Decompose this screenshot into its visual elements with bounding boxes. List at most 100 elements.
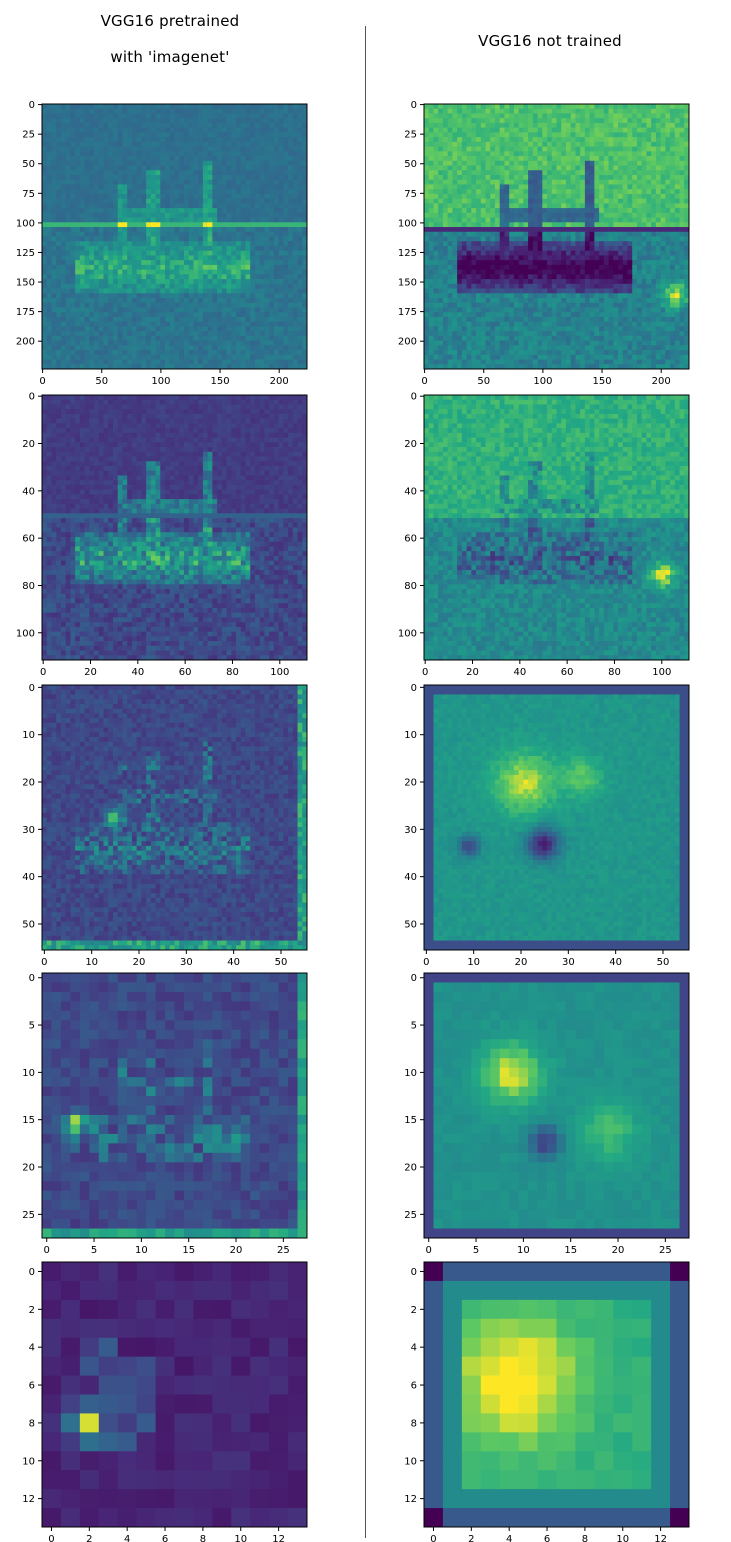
heatmap-cell (70, 199, 75, 204)
heatmap-cell (156, 199, 161, 204)
heatmap-cell (132, 180, 137, 185)
heatmap-cell (288, 142, 293, 147)
heatmap-cell (203, 260, 208, 265)
heatmap-cell (156, 156, 161, 161)
heatmap-cell (61, 199, 66, 204)
heatmap-cell (175, 104, 180, 109)
heatmap-cell (70, 104, 75, 109)
heatmap-cell (269, 203, 274, 208)
heatmap-cell (156, 161, 161, 166)
heatmap-cell (279, 227, 284, 232)
heatmap-cell (231, 251, 236, 256)
heatmap-cell (203, 194, 208, 199)
heatmap-cell (184, 189, 189, 194)
heatmap-cell (236, 222, 241, 227)
heatmap-cell (217, 260, 222, 265)
heatmap-cell (227, 137, 232, 142)
heatmap-cell (241, 213, 246, 218)
heatmap-cell (66, 156, 71, 161)
heatmap-cell (198, 180, 203, 185)
heatmap-cell (108, 208, 113, 213)
heatmap-cell (208, 156, 213, 161)
heatmap-cell (146, 255, 151, 260)
heatmap-cell (156, 180, 161, 185)
heatmap-cell (245, 237, 250, 242)
heatmap-cell (184, 180, 189, 185)
heatmap-cell (274, 180, 279, 185)
heatmap-cell (61, 166, 66, 171)
heatmap-cell (279, 156, 284, 161)
heatmap-cell (288, 147, 293, 152)
heatmap-cell (85, 104, 90, 109)
heatmap-cell (250, 113, 255, 118)
heatmap-cell (236, 218, 241, 223)
heatmap-cell (236, 260, 241, 265)
heatmap-cell (175, 203, 180, 208)
heatmap-cell (160, 237, 165, 242)
heatmap-cell (141, 203, 146, 208)
heatmap-cell (61, 251, 66, 256)
heatmap-cell (51, 199, 56, 204)
heatmap-cell (264, 156, 269, 161)
heatmap-cell (236, 151, 241, 156)
heatmap-cell (94, 227, 99, 232)
heatmap-cell (189, 170, 194, 175)
heatmap-cell (113, 218, 118, 223)
heatmap-cell (80, 213, 85, 218)
heatmap-cell (203, 113, 208, 118)
heatmap-cell (141, 137, 146, 142)
heatmap-cell (255, 147, 260, 152)
heatmap-cell (165, 232, 170, 237)
heatmap-cell (146, 170, 151, 175)
heatmap-cell (175, 118, 180, 123)
heatmap-cell (260, 227, 265, 232)
heatmap-cell (51, 203, 56, 208)
heatmap-cell (104, 113, 109, 118)
heatmap-cell (236, 175, 241, 180)
heatmap-cell (250, 166, 255, 171)
heatmap-cell (260, 147, 265, 152)
heatmap-cell (250, 189, 255, 194)
heatmap-cell (61, 218, 66, 223)
heatmap-cell (99, 175, 104, 180)
heatmap-cell (108, 109, 113, 114)
heatmap-cell (184, 241, 189, 246)
heatmap-cell (231, 199, 236, 204)
heatmap-cell (113, 170, 118, 175)
heatmap-cell (298, 175, 303, 180)
heatmap-cell (293, 203, 298, 208)
heatmap-cell (75, 123, 80, 128)
heatmap-cell (99, 118, 104, 123)
heatmap-cell (245, 241, 250, 246)
heatmap-cell (175, 213, 180, 218)
heatmap-cell (279, 237, 284, 242)
heatmap-cell (193, 208, 198, 213)
heatmap-cell (179, 142, 184, 147)
heatmap-cell (89, 208, 94, 213)
heatmap-cell (61, 175, 66, 180)
heatmap-cell (137, 232, 142, 237)
heatmap-cell (89, 246, 94, 251)
heatmap-cell (255, 232, 260, 237)
heatmap-cell (70, 251, 75, 256)
heatmap-cell (283, 113, 288, 118)
heatmap-cell (193, 151, 198, 156)
heatmap-cell (122, 109, 127, 114)
heatmap-cell (255, 170, 260, 175)
heatmap-cell (222, 194, 227, 199)
heatmap-cell (122, 213, 127, 218)
heatmap-cell (175, 151, 180, 156)
heatmap-cell (66, 208, 71, 213)
heatmap-cell (56, 227, 61, 232)
heatmap-cell (227, 213, 232, 218)
heatmap-cell (94, 194, 99, 199)
heatmap-cell (250, 222, 255, 227)
heatmap-cell (298, 104, 303, 109)
heatmap-cell (298, 241, 303, 246)
heatmap-cell (104, 170, 109, 175)
heatmap-cell (118, 255, 123, 260)
heatmap-cell (264, 199, 269, 204)
heatmap-cell (279, 118, 284, 123)
heatmap-cell (269, 175, 274, 180)
heatmap-cell (118, 241, 123, 246)
